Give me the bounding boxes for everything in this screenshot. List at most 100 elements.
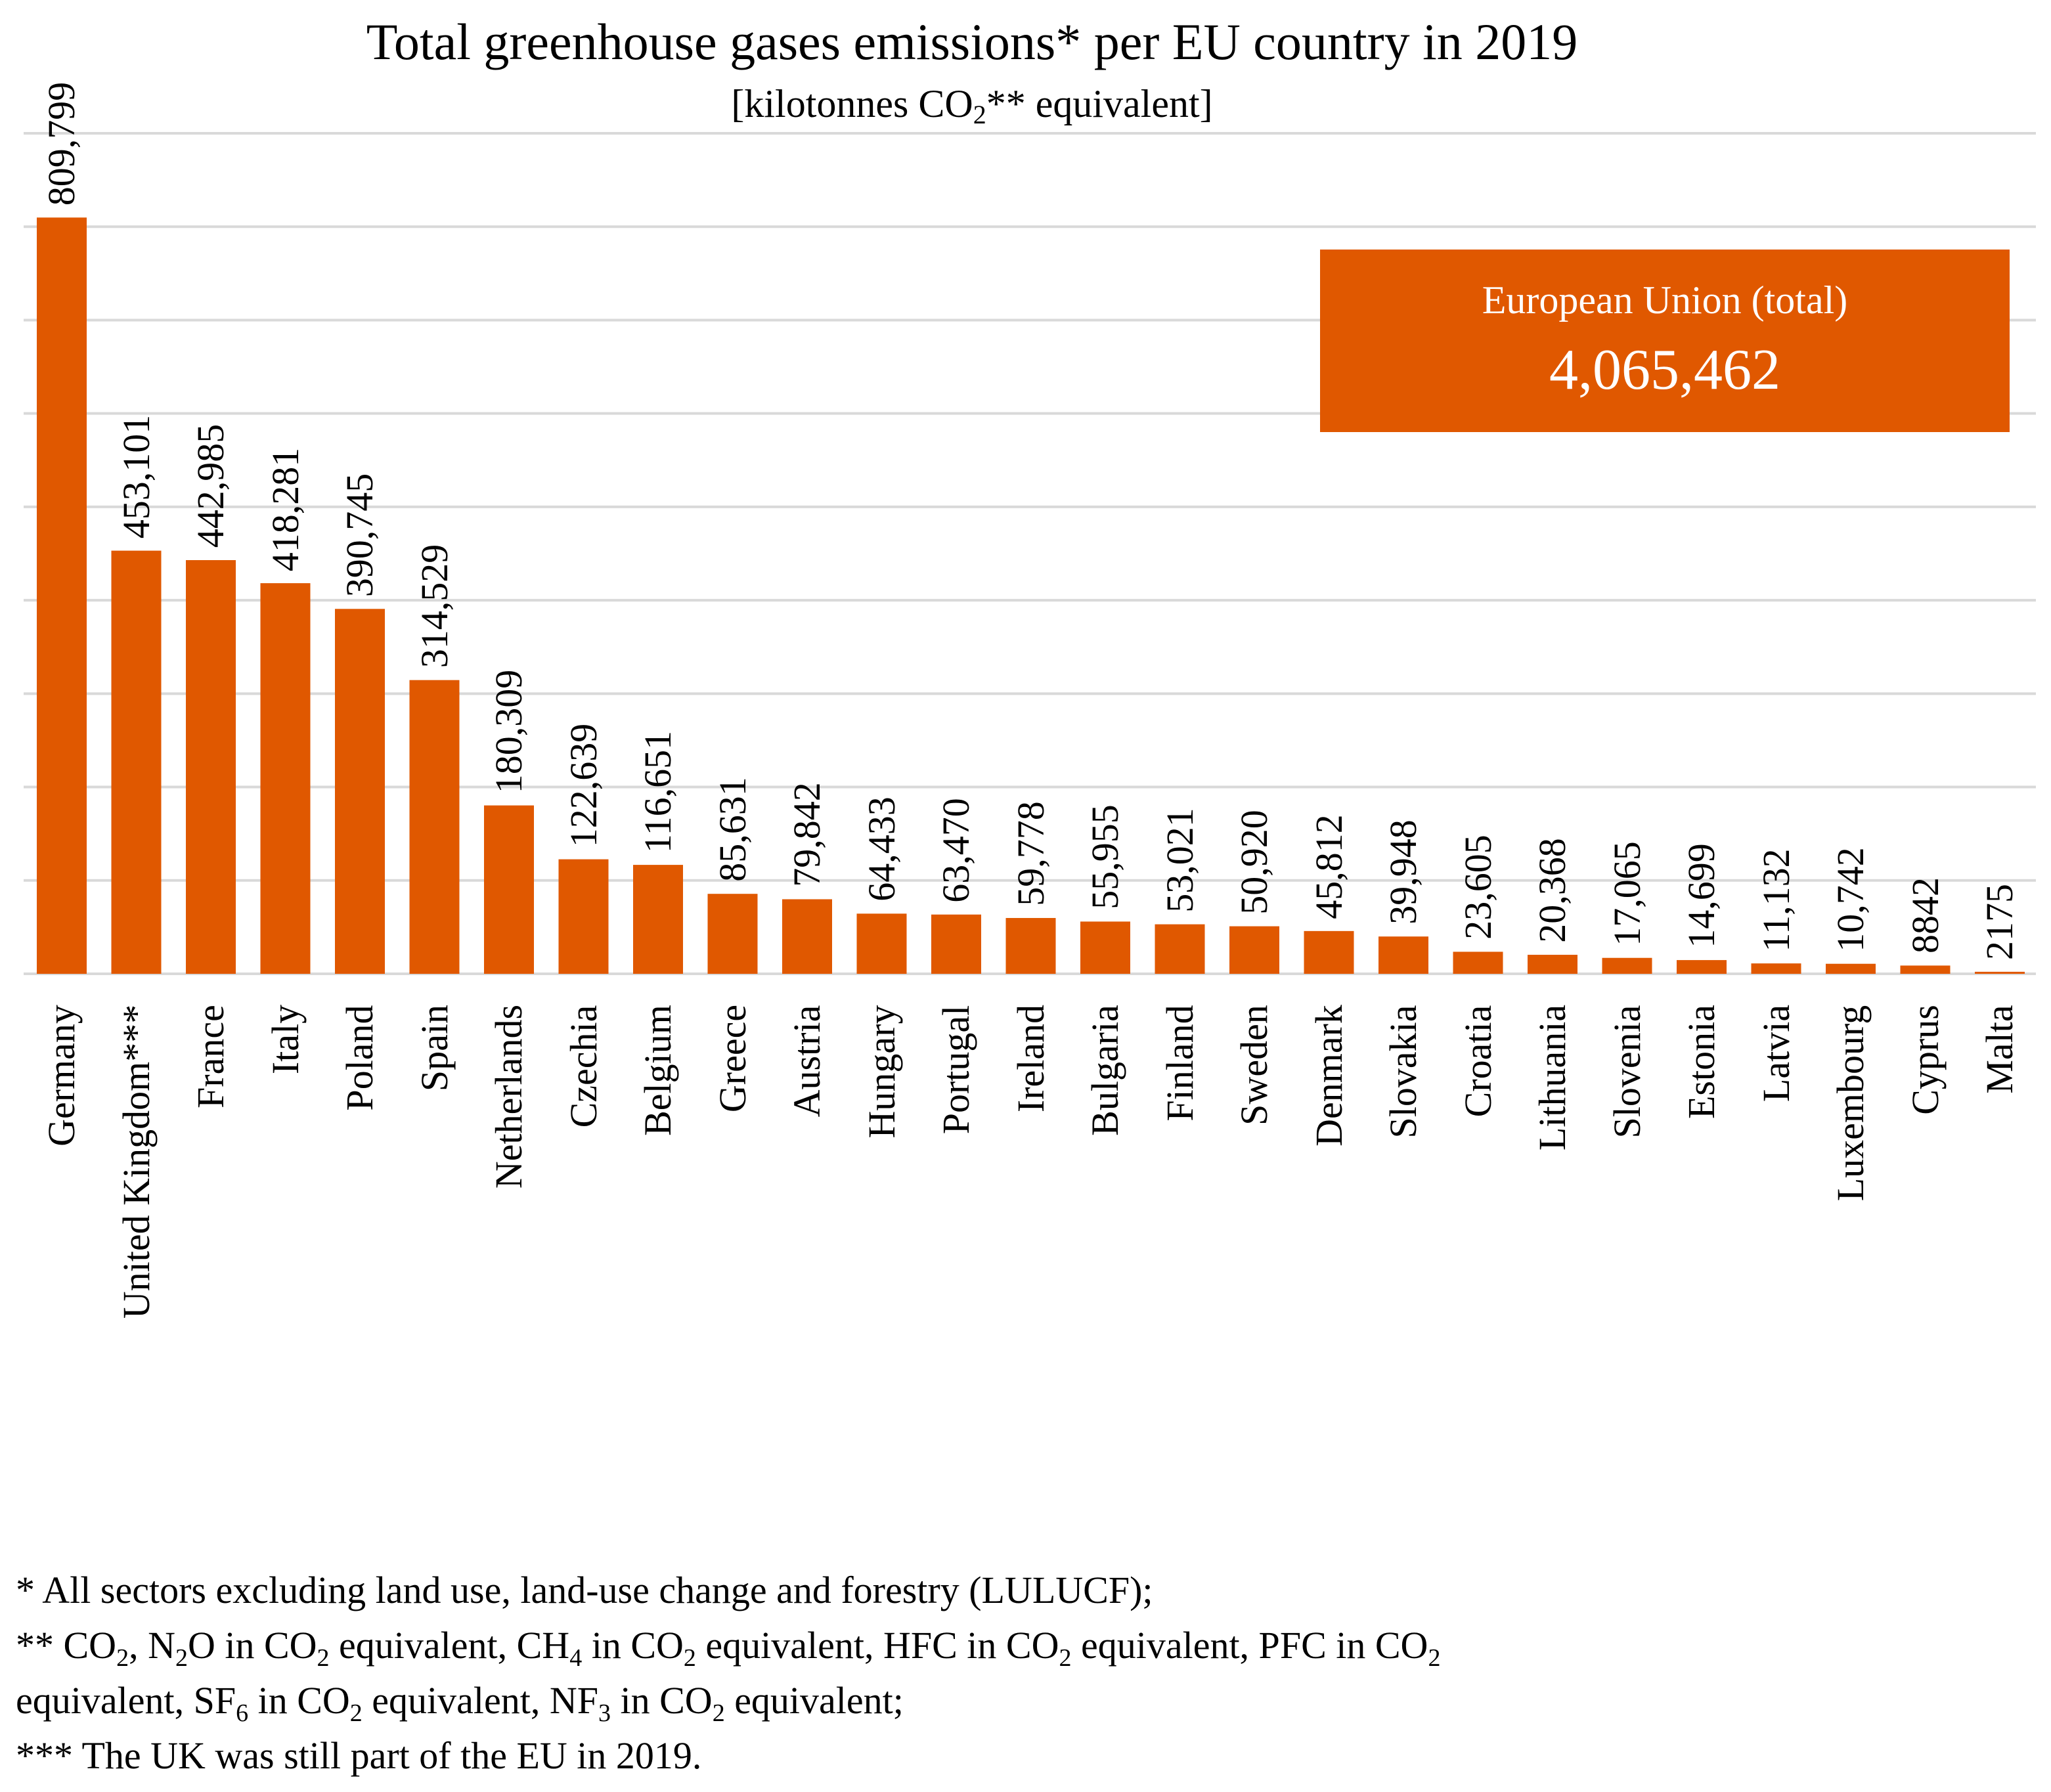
chart-title: Total greenhouse gases emissions* per EU…: [366, 13, 1578, 70]
footnote-subscript-5: 3: [598, 1699, 611, 1727]
value-label-15: 53,021: [1158, 807, 1201, 913]
bar-25: [1900, 965, 1951, 974]
bar-6: [484, 805, 534, 974]
value-label-10: 79,842: [785, 782, 828, 888]
category-label-2: France: [189, 1005, 232, 1108]
bar-21: [1602, 957, 1652, 974]
footnote-subscript-3: 2: [175, 1644, 188, 1672]
bar-3: [260, 583, 311, 974]
value-label-6: 180,309: [487, 669, 530, 794]
value-label-26: 2175: [1978, 883, 2021, 960]
footnote-text-8: in CO: [582, 1624, 684, 1667]
subtitle-subscript: 2: [973, 100, 986, 129]
footnote-subscript-13: 2: [1428, 1644, 1441, 1672]
value-label-0: 809,799: [40, 81, 83, 206]
value-label-17: 45,812: [1307, 814, 1350, 919]
category-label-0: Germany: [40, 1005, 83, 1147]
bars: [37, 217, 2025, 974]
subtitle-prefix: [kilotonnes CO: [731, 82, 973, 125]
category-label-3: Italy: [263, 1004, 307, 1075]
footnote-subscript-1: 6: [236, 1699, 249, 1727]
footnote-text-4: O in CO: [187, 1624, 317, 1667]
value-label-23: 11,132: [1754, 848, 1797, 952]
value-label-18: 39,948: [1382, 820, 1424, 925]
category-label-9: Greece: [711, 1004, 754, 1113]
footnotes: * All sectors excluding land use, land-u…: [16, 1563, 2025, 1783]
value-label-20: 20,368: [1531, 838, 1574, 943]
category-label-1: United Kingdom***: [114, 1004, 158, 1319]
footnote-text-0: ** CO: [16, 1624, 117, 1667]
footnote-text-4: equivalent, NF: [362, 1679, 598, 1722]
value-label-14: 55,955: [1084, 804, 1126, 910]
bar-23: [1751, 963, 1801, 974]
bar-1: [111, 550, 162, 974]
category-label-19: Croatia: [1456, 1005, 1499, 1117]
footnote-2: ** CO2, N2O in CO2 equivalent, CH4 in CO…: [16, 1618, 2025, 1673]
footnote-subscript-7: 2: [712, 1699, 725, 1727]
footnote-subscript-7: 4: [569, 1644, 583, 1672]
value-label-16: 50,920: [1233, 809, 1275, 915]
value-label-5: 314,529: [412, 544, 456, 668]
bar-10: [782, 899, 832, 974]
category-label-18: Slovakia: [1382, 1005, 1424, 1138]
value-label-25: 8842: [1903, 877, 1947, 954]
category-label-4: Poland: [338, 1004, 381, 1111]
value-label-4: 390,745: [338, 473, 381, 598]
value-label-7: 122,639: [562, 723, 605, 848]
category-label-22: Estonia: [1680, 1005, 1723, 1119]
bar-17: [1304, 930, 1354, 974]
bar-20: [1528, 955, 1577, 974]
footnote-1: * All sectors excluding land use, land-u…: [16, 1569, 1153, 1611]
footnote-text-10: equivalent, HFC in CO: [695, 1624, 1059, 1667]
footnote-text-2: in CO: [248, 1679, 350, 1722]
category-label-17: Denmark: [1307, 1005, 1350, 1147]
bar-19: [1453, 951, 1503, 974]
bar-11: [856, 913, 907, 974]
category-label-23: Latvia: [1754, 1004, 1797, 1103]
footnote-text-8: equivalent;: [724, 1679, 904, 1722]
bar-24: [1826, 963, 1876, 974]
category-label-13: Ireland: [1009, 1004, 1052, 1113]
footnote-text-6: equivalent, CH: [329, 1624, 570, 1667]
value-label-22: 14,699: [1680, 843, 1723, 948]
subtitle-suffix: ** equivalent]: [986, 82, 1213, 125]
value-label-12: 63,470: [935, 797, 977, 903]
bar-9: [707, 894, 758, 974]
footnote-3: *** The UK was still part of the EU in 2…: [16, 1734, 702, 1777]
category-label-25: Cyprus: [1903, 1005, 1947, 1115]
category-label-8: Belgium: [636, 1005, 679, 1136]
category-label-24: Luxembourg: [1829, 1005, 1872, 1201]
bar-5: [409, 680, 460, 974]
value-label-9: 85,631: [711, 777, 754, 882]
footnote-subscript-1: 2: [116, 1644, 129, 1672]
value-label-1: 453,101: [114, 414, 158, 539]
footnote-2-continued: equivalent, SF6 in CO2 equivalent, NF3 i…: [16, 1673, 2025, 1728]
footnote-text-2: , N: [129, 1624, 175, 1667]
bar-8: [633, 865, 683, 974]
footnote-subscript-11: 2: [1059, 1644, 1072, 1672]
category-label-16: Sweden: [1233, 1005, 1275, 1125]
category-label-14: Bulgaria: [1084, 1005, 1126, 1136]
footnote-subscript-9: 2: [683, 1644, 696, 1672]
bar-15: [1155, 924, 1205, 974]
footnote-text-6: in CO: [611, 1679, 713, 1722]
category-label-21: Slovenia: [1605, 1005, 1648, 1138]
category-label-12: Portugal: [935, 1005, 977, 1134]
value-label-2: 442,985: [189, 424, 232, 548]
footnote-subscript-3: 2: [349, 1699, 363, 1727]
bar-13: [1005, 917, 1056, 974]
value-label-19: 23,605: [1456, 835, 1499, 940]
bar-16: [1229, 926, 1279, 974]
eu-total-box: European Union (total) 4,065,462: [1320, 250, 2010, 432]
category-label-26: Malta: [1978, 1004, 2021, 1094]
eu-total-label: European Union (total): [1482, 278, 1848, 322]
bar-12: [931, 914, 981, 974]
value-label-8: 116,651: [636, 730, 679, 854]
bar-22: [1677, 960, 1727, 974]
footnote-text-12: equivalent, PFC in CO: [1071, 1624, 1428, 1667]
category-label-10: Austria: [785, 1005, 828, 1117]
category-label-15: Finland: [1158, 1004, 1201, 1122]
value-label-3: 418,281: [263, 447, 307, 571]
bar-26: [1975, 971, 2025, 974]
